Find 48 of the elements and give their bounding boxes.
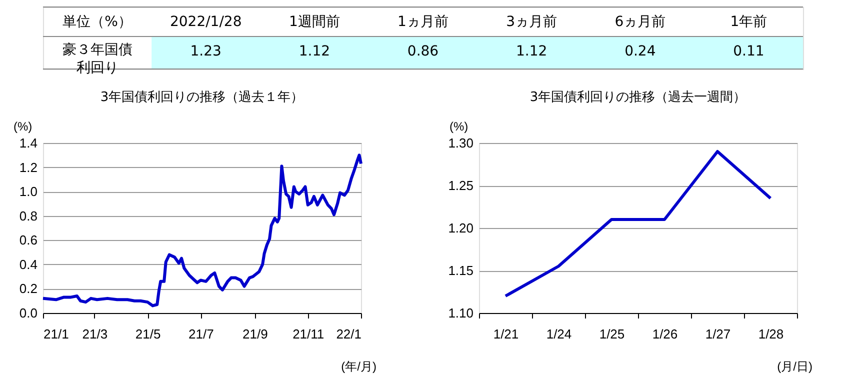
- x-tick-label: 21/1: [44, 326, 69, 342]
- x-axis-title: (月/日): [777, 360, 812, 374]
- text: 単位（%）: [62, 14, 132, 30]
- y-tick-label: 0.6: [19, 232, 38, 248]
- x-tick-label: 21/3: [82, 326, 108, 342]
- x-tick-label: 21/7: [188, 326, 214, 342]
- chart-title: 3年国債利回りの推移（過去１年）: [100, 90, 304, 105]
- x-tick-label: 1/21: [493, 326, 519, 342]
- data-label: 0.11: [733, 43, 764, 60]
- x-tick-label: 21/5: [135, 326, 161, 342]
- x-tick-label: 22/1: [336, 326, 362, 342]
- line-series: [42, 154, 362, 308]
- category-label: 1週間前: [288, 14, 340, 30]
- y-axis-title: (%): [14, 120, 32, 134]
- x-tick-label: 21/11: [292, 326, 324, 342]
- data-label: 0.24: [624, 43, 656, 60]
- x-tick-label: 1/27: [705, 326, 731, 342]
- y-tick-label: 1.15: [448, 263, 474, 278]
- y-tick-label: 0.8: [19, 208, 38, 224]
- x-tick-label: 21/9: [242, 326, 268, 342]
- y-tick-label: 1.2: [19, 160, 38, 175]
- y-tick-label: 1.20: [448, 220, 474, 236]
- category-label: 6ヵ月前: [614, 14, 666, 30]
- category-label: 1ヵ月前: [398, 14, 448, 30]
- y-tick-label: 1.30: [448, 136, 474, 150]
- y-tick-label: 1.0: [19, 184, 38, 200]
- y-tick-label: 0.0: [19, 306, 38, 320]
- y-tick-label: 1.4: [19, 136, 38, 150]
- category-label: 2022/1/28: [170, 14, 242, 30]
- y-tick-label: 1.25: [448, 178, 474, 193]
- category-label: 1年前: [730, 14, 768, 30]
- y-tick-label: 0.4: [19, 256, 38, 272]
- x-tick-label: 1/25: [599, 326, 625, 342]
- x-tick-label: 1/26: [652, 326, 678, 342]
- data-label: 1.23: [190, 43, 222, 60]
- x-axis-title: (年/月): [341, 360, 376, 374]
- y-tick-label: 0.2: [19, 281, 38, 296]
- y-tick-label: 1.10: [448, 306, 474, 320]
- data-label: 1.12: [298, 43, 330, 60]
- x-tick-label: 1/28: [758, 326, 784, 342]
- category-label: 3ヵ月前: [506, 14, 558, 30]
- data-label: 1.12: [516, 43, 548, 60]
- y-axis-title: (%): [450, 120, 468, 134]
- chart-title: 3年国債利回りの推移（過去一週間）: [530, 90, 746, 105]
- line-series: [504, 150, 772, 298]
- text: 豪３年国債利回り: [62, 42, 132, 76]
- data-label: 0.86: [407, 43, 439, 60]
- x-tick-label: 1/24: [546, 326, 572, 342]
